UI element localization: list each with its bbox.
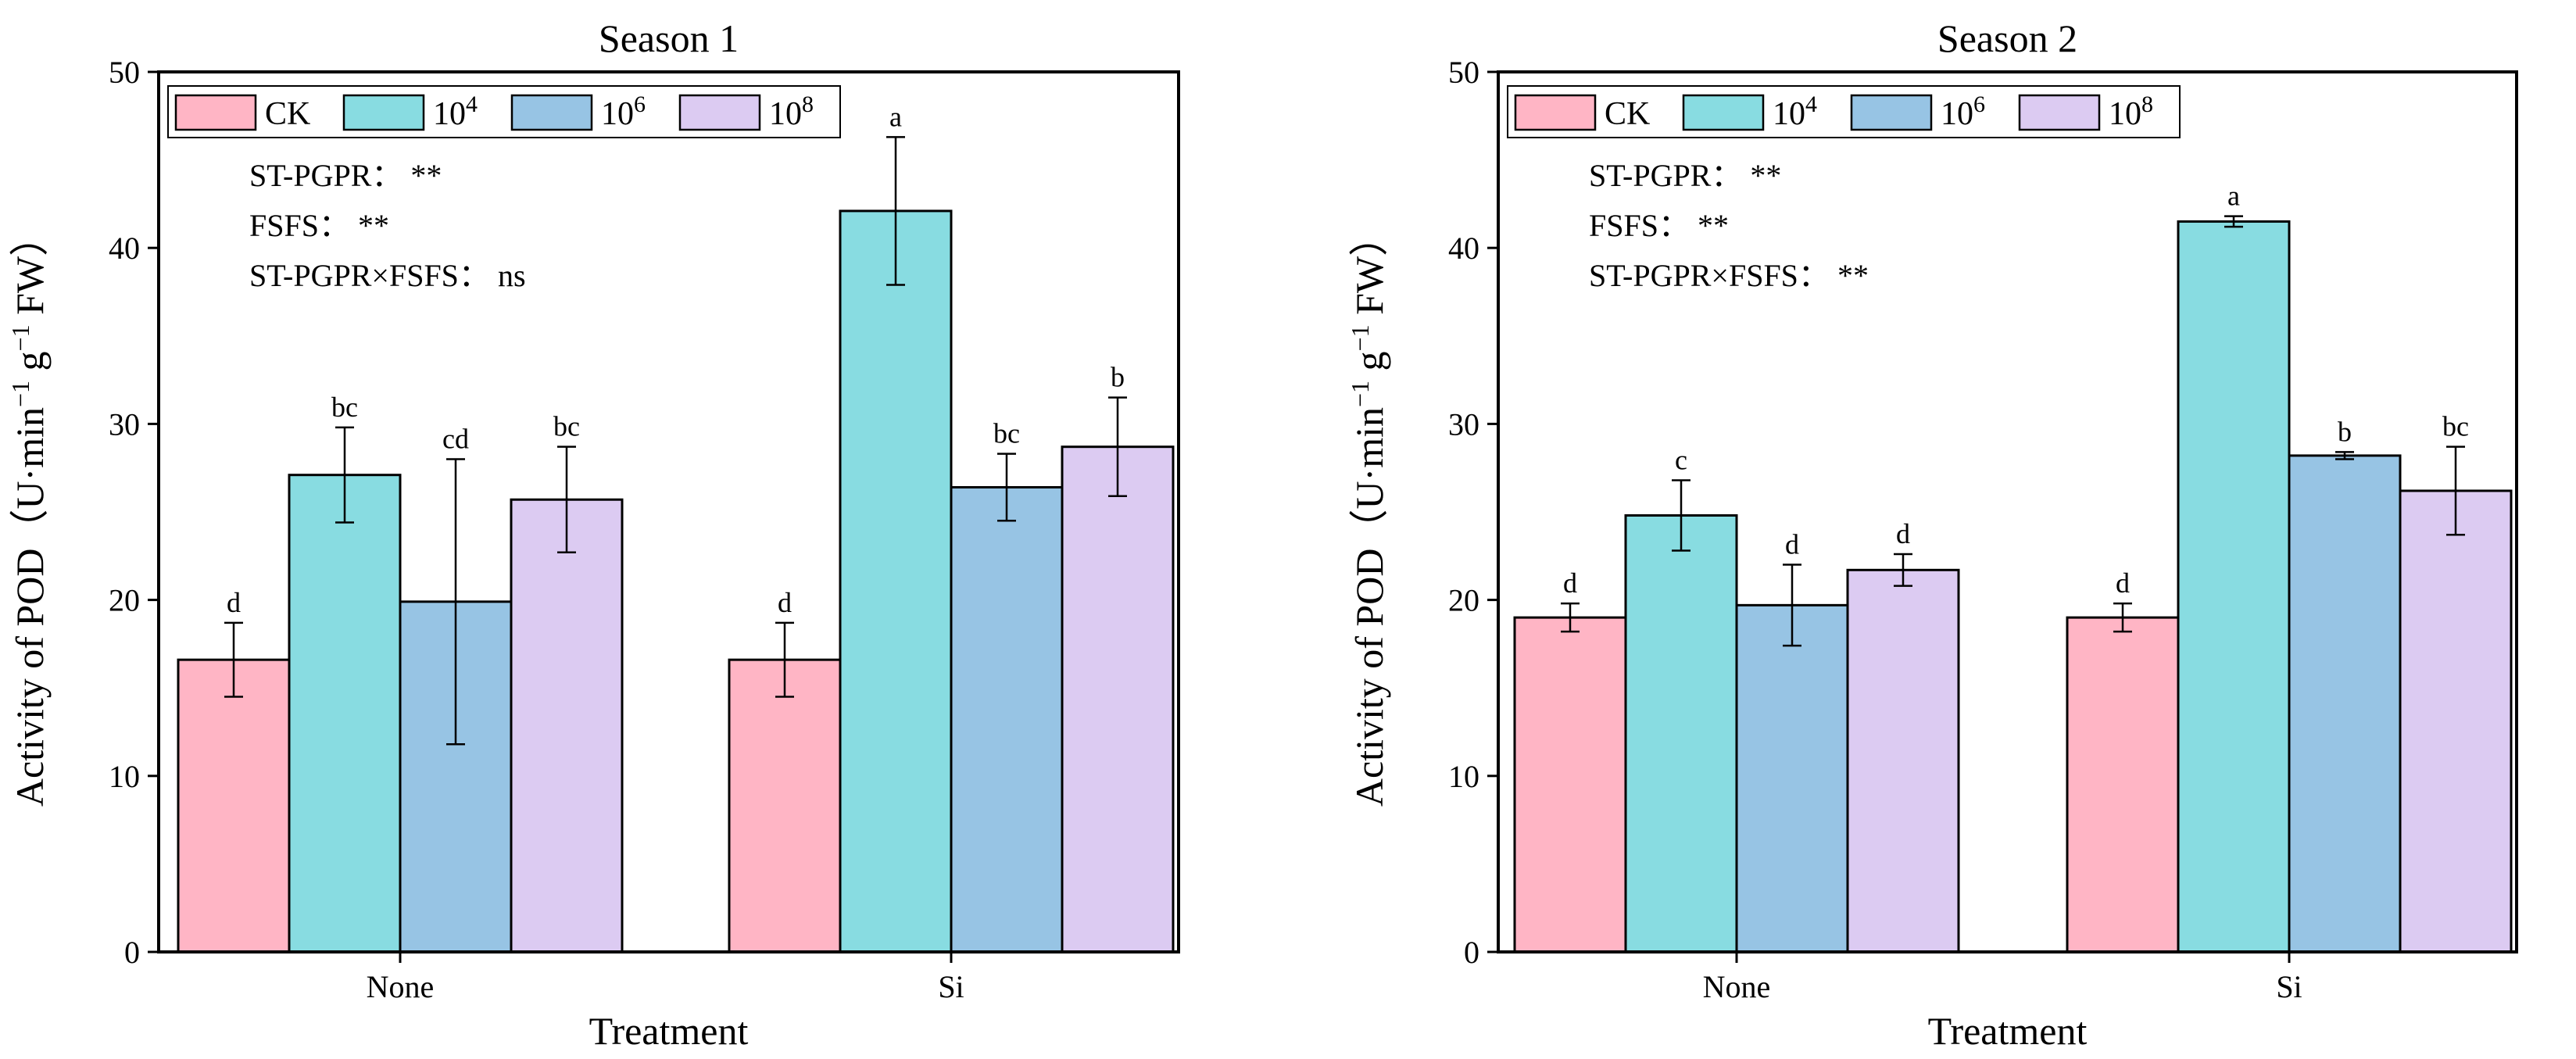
stat-annotation: ST-PGPR×FSFS： ** [1589, 258, 1869, 293]
y-tick-label: 50 [1448, 55, 1479, 90]
legend-swatch [1682, 94, 1765, 131]
stat-annotation: ST-PGPR×FSFS： ns [249, 258, 526, 293]
plot-frame [1497, 70, 2518, 953]
significance-letter: b [2338, 416, 2352, 447]
stat-annotation: ST-PGPR： ** [249, 158, 442, 193]
error-bar [446, 458, 465, 746]
panel-season-2: Season 2 d d c a d b d bc 0 10 20 30 40 50 None Si Treatm… [1346, 16, 2518, 1053]
error-bar [1672, 479, 1690, 552]
significance-letter: b [1111, 362, 1125, 393]
legend-label: CK [265, 96, 310, 132]
legend-label: 104 [433, 91, 478, 132]
legend: CK 104 106 108 [167, 85, 841, 138]
legend-swatch [342, 94, 425, 131]
x-category-label: Si [938, 969, 964, 1004]
legend-label: 104 [1773, 91, 1817, 132]
y-axis-label: Activity of POD（U·min−1 g−1 FW） [1346, 217, 1391, 807]
y-tick-label: 30 [1448, 406, 1479, 442]
bar-si-10e6 [950, 485, 1064, 953]
legend: CK 104 106 108 [1507, 85, 2181, 138]
y-axis-label: Activity of POD（U·min−1 g−1 FW） [6, 217, 52, 807]
error-bar [224, 621, 243, 698]
legend-swatch [1850, 94, 1933, 131]
bar-none-10e4 [1624, 514, 1738, 953]
chart-title: Season 1 [599, 16, 739, 60]
x-axis-label: Treatment [1928, 1009, 2088, 1053]
chart-title: Season 2 [1937, 16, 2077, 60]
bar-none-ck [177, 658, 291, 953]
significance-letter: bc [2442, 411, 2469, 442]
error-bar [2446, 445, 2465, 536]
error-bar [2224, 215, 2243, 228]
y-tick-label: 0 [124, 935, 140, 970]
bar-si-10e8 [1061, 445, 1175, 953]
significance-letter: d [1785, 529, 1799, 560]
bar-si-ck [728, 658, 842, 953]
bar-si-10e6 [2288, 454, 2402, 953]
error-bar [2335, 451, 2354, 460]
y-tick-label: 10 [109, 759, 140, 794]
stat-annotation: FSFS： ** [249, 208, 389, 243]
bar-si-ck [2066, 616, 2180, 953]
error-bar [1108, 396, 1127, 497]
x-category-label: Si [2276, 969, 2302, 1004]
y-tick-label: 10 [1448, 759, 1479, 794]
bar-si-10e8 [2399, 489, 2513, 953]
error-bar [2113, 602, 2132, 633]
y-tick-label: 40 [109, 231, 140, 266]
significance-letter: bc [331, 392, 358, 423]
y-tick-label: 40 [1448, 231, 1479, 266]
significance-letter: cd [442, 423, 469, 454]
error-bar [775, 621, 794, 698]
x-axis-label: Treatment [589, 1009, 749, 1053]
legend-label: 106 [1941, 91, 1985, 132]
legend-label: 108 [2109, 91, 2153, 132]
error-bar [335, 426, 354, 524]
x-category-label: None [367, 969, 435, 1004]
legend-swatch [174, 94, 257, 131]
bar-none-10e6 [1735, 603, 1849, 953]
legend-label: 106 [601, 91, 646, 132]
bar-none-10e8 [510, 498, 624, 953]
error-bar [557, 445, 576, 554]
legend-swatch [2018, 94, 2101, 131]
error-bar [1894, 553, 1912, 587]
plot-frame [157, 70, 1180, 953]
bar-none-ck [1513, 616, 1627, 953]
error-bar [997, 453, 1016, 522]
y-tick-label: 0 [1464, 935, 1479, 970]
bar-none-10e8 [1846, 568, 1960, 953]
y-tick-label: 30 [109, 406, 140, 442]
error-bar [886, 136, 905, 286]
y-tick-label: 50 [109, 55, 140, 90]
bar-none-10e4 [288, 474, 402, 953]
error-bar [1783, 563, 1801, 647]
legend-swatch [510, 94, 593, 131]
legend-swatch [1514, 94, 1597, 131]
y-tick-label: 20 [109, 583, 140, 618]
error-bar [1561, 602, 1580, 633]
significance-letter: c [1675, 444, 1687, 475]
stat-annotation: FSFS： ** [1589, 208, 1729, 243]
significance-letter: d [1896, 518, 1910, 549]
legend-swatch [678, 94, 761, 131]
significance-letter: bc [553, 411, 580, 442]
legend-label: 108 [769, 91, 814, 132]
significance-letter: d [778, 587, 792, 618]
y-tick-label: 20 [1448, 583, 1479, 618]
legend-label: CK [1605, 96, 1650, 132]
significance-letter: a [2227, 181, 2240, 212]
x-category-label: None [1703, 969, 1771, 1004]
significance-letter: d [1563, 567, 1577, 599]
panel-season-1: Season 1 d d bc a cd bc bc b 0 10 20 30 40 50 None Si Tre… [6, 16, 1180, 1053]
significance-letter: d [2116, 567, 2130, 599]
bar-si-10e4 [2177, 220, 2291, 953]
stat-annotation: ST-PGPR： ** [1589, 158, 1781, 193]
significance-letter: a [889, 101, 902, 132]
bar-si-10e4 [839, 209, 953, 953]
significance-letter: d [227, 587, 241, 618]
significance-letter: bc [993, 418, 1020, 449]
